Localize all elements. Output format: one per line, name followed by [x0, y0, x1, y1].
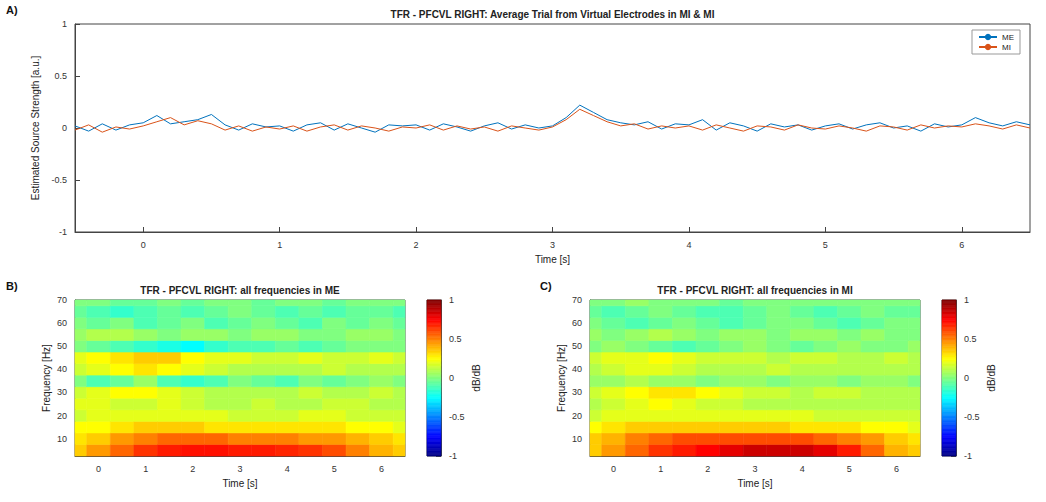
svg-text:10: 10: [57, 434, 67, 444]
svg-text:-0.5: -0.5: [964, 412, 980, 422]
svg-text:70: 70: [57, 295, 67, 305]
svg-text:70: 70: [572, 295, 582, 305]
svg-text:50: 50: [57, 341, 67, 351]
svg-text:0: 0: [964, 373, 969, 383]
svg-text:Frequency [Hz]: Frequency [Hz]: [556, 344, 567, 412]
svg-text:dB/dB: dB/dB: [986, 364, 997, 392]
svg-text:30: 30: [57, 387, 67, 397]
svg-text:6: 6: [379, 464, 384, 474]
svg-text:60: 60: [572, 318, 582, 328]
svg-text:6: 6: [894, 464, 899, 474]
svg-text:B): B): [6, 280, 18, 292]
svg-text:-1: -1: [59, 227, 67, 237]
svg-text:50: 50: [572, 341, 582, 351]
svg-text:40: 40: [572, 364, 582, 374]
svg-text:0.5: 0.5: [964, 334, 977, 344]
svg-text:20: 20: [57, 411, 67, 421]
svg-text:3: 3: [752, 464, 757, 474]
svg-text:Time [s]: Time [s]: [737, 478, 772, 489]
svg-text:Time [s]: Time [s]: [535, 254, 570, 265]
svg-text:1: 1: [62, 19, 67, 29]
svg-text:60: 60: [57, 318, 67, 328]
svg-text:TFR - PFCVL RIGHT: all frequen: TFR - PFCVL RIGHT: all frequencies in MI: [657, 285, 853, 296]
svg-text:2: 2: [190, 464, 195, 474]
svg-text:40: 40: [57, 364, 67, 374]
svg-text:-1: -1: [449, 451, 457, 461]
svg-text:30: 30: [572, 387, 582, 397]
svg-text:4: 4: [285, 464, 290, 474]
svg-text:1: 1: [449, 295, 454, 305]
svg-text:20: 20: [572, 411, 582, 421]
svg-text:ME: ME: [1002, 33, 1014, 42]
svg-text:0.5: 0.5: [54, 71, 67, 81]
svg-text:10: 10: [572, 434, 582, 444]
svg-text:2: 2: [705, 464, 710, 474]
svg-text:Time [s]: Time [s]: [222, 478, 257, 489]
svg-text:1: 1: [964, 295, 969, 305]
svg-text:-0.5: -0.5: [449, 412, 465, 422]
svg-text:1: 1: [277, 240, 282, 250]
svg-text:0: 0: [62, 123, 67, 133]
svg-text:-0.5: -0.5: [51, 175, 67, 185]
svg-text:5: 5: [847, 464, 852, 474]
svg-text:0: 0: [611, 464, 616, 474]
svg-text:4: 4: [800, 464, 805, 474]
svg-text:5: 5: [823, 240, 828, 250]
svg-text:5: 5: [332, 464, 337, 474]
svg-text:-1: -1: [964, 451, 972, 461]
svg-text:dB/dB: dB/dB: [471, 364, 482, 392]
svg-text:1: 1: [658, 464, 663, 474]
svg-text:TFR - PFCVL RIGHT: all frequen: TFR - PFCVL RIGHT: all frequencies in ME: [140, 285, 340, 296]
svg-text:Estimated Source Strength [a.u: Estimated Source Strength [a.u.]: [30, 56, 41, 201]
svg-text:4: 4: [686, 240, 691, 250]
svg-text:3: 3: [550, 240, 555, 250]
svg-text:3: 3: [237, 464, 242, 474]
svg-text:0.5: 0.5: [449, 334, 462, 344]
svg-text:1: 1: [143, 464, 148, 474]
svg-text:A): A): [6, 4, 18, 16]
svg-text:2: 2: [414, 240, 419, 250]
svg-text:C): C): [540, 280, 552, 292]
svg-text:6: 6: [959, 240, 964, 250]
svg-text:0: 0: [96, 464, 101, 474]
svg-text:MI: MI: [1002, 43, 1011, 52]
svg-text:0: 0: [449, 373, 454, 383]
svg-text:Frequency [Hz]: Frequency [Hz]: [41, 344, 52, 412]
svg-text:TFR - PFCVL RIGHT: Average Tri: TFR - PFCVL RIGHT: Average Trial from Vi…: [391, 9, 715, 20]
svg-text:0: 0: [141, 240, 146, 250]
